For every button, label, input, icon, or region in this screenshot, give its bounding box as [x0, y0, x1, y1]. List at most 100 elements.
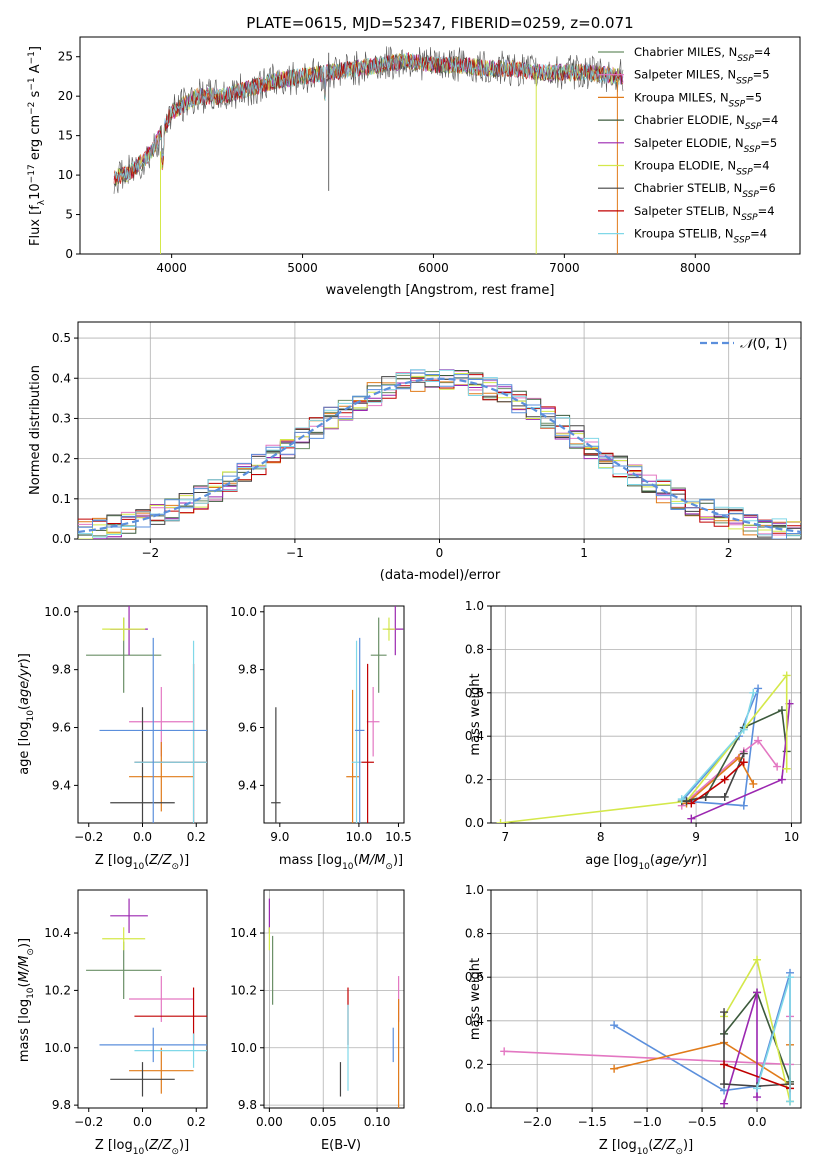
label-part: 10 [28, 183, 43, 200]
weight-marker [496, 819, 505, 823]
x-tick-label: 0.05 [310, 1115, 337, 1129]
spectrum-frame [79, 36, 801, 255]
label-part: ( [648, 1138, 653, 1153]
y-tick-label: 9.4 [52, 778, 71, 792]
y-tick-label: 10 [58, 168, 73, 182]
legend-entry: Kroupa MILES, NSSP=5 [634, 90, 762, 109]
y-tick-label: 10.2 [44, 983, 71, 997]
label-part: SSP [737, 54, 754, 64]
label-part: A [28, 64, 43, 77]
y-axis-label: mass weight [468, 673, 483, 755]
label-part: )] [17, 653, 32, 663]
z_vs_mass-points [86, 898, 207, 1097]
label-part: ( [144, 1138, 149, 1153]
label-part: ⊙ [26, 948, 36, 956]
legend-entry: Kroupa STELIB, NSSP=4 [634, 227, 767, 246]
label-part: ( [17, 705, 32, 710]
x-tick-label: −0.2 [74, 1115, 103, 1129]
y-axis-label: mass [log10(M/M⊙)] [17, 938, 36, 1062]
weight-marker [782, 671, 791, 680]
label-part: SSP [744, 145, 761, 155]
weight-marker [720, 1060, 729, 1069]
label-part: 10 [26, 987, 36, 999]
label-part: age [log [17, 722, 32, 775]
x-tick-label: 0.2 [187, 1115, 206, 1129]
y-tick-label: 15 [58, 129, 73, 143]
residuals-axes: −2 −1 0 1 2 0.0 0.1 0.2 0.3 0.4 0.5 [52, 321, 802, 560]
label-part: )] [179, 853, 189, 868]
weight-marker [753, 988, 762, 997]
label-part: −1 [27, 51, 37, 64]
y-tick-label: 0.8 [465, 927, 484, 941]
weight-marker [754, 684, 763, 693]
y-tick-label: 10.4 [44, 926, 71, 940]
label-part: 10 [638, 862, 650, 872]
y-tick-label: 0.3 [52, 411, 71, 425]
x-tick-label: 1 [580, 546, 588, 560]
label-part: =4 [754, 45, 771, 59]
x-tick-label: 4000 [156, 261, 187, 275]
z_vs_weight-lines [500, 955, 795, 1108]
y-tick-label: 10.2 [230, 983, 257, 997]
y-tick-label: 0.1 [52, 492, 71, 506]
weight-marker [773, 762, 782, 771]
x-tick-label: 6000 [418, 261, 449, 275]
legend-entry: Chabrier ELODIE, NSSP=4 [634, 113, 778, 132]
x-tick-label: 0.0 [747, 1115, 766, 1129]
x-tick-label: 2 [725, 546, 733, 560]
y-axis-label-text: Flux [fλ10−17 erg cm−2 s−1 A−1] [27, 46, 47, 246]
ebv_vs_mass-points [268, 898, 400, 1108]
label-part: s [28, 90, 43, 101]
mass_vs_age-frame [263, 605, 405, 824]
label-part: ⊙ [675, 1147, 683, 1157]
label-part: SSP [736, 77, 753, 87]
histogram-series [78, 372, 801, 539]
weight-series-line [681, 739, 778, 807]
legend-entry: Chabrier MILES, NSSP=4 [634, 45, 771, 64]
normal-curve [78, 377, 801, 534]
x-axis-label: E(B-V) [321, 1138, 361, 1153]
x-tick-label: 0.10 [364, 1115, 391, 1129]
label-part: )] [17, 938, 32, 948]
weight-marker [687, 799, 696, 808]
legend-entry: Salpeter STELIB, NSSP=4 [634, 204, 775, 223]
label-part: Flux [f [28, 205, 43, 246]
x-axis-label: mass [log10(M/M⊙)] [279, 853, 403, 872]
label-part: mass [log [279, 853, 342, 868]
x-tick-label: −0.5 [687, 1115, 716, 1129]
label-part: =6 [759, 181, 776, 195]
x-tick-label: 7000 [549, 261, 580, 275]
z_vs_age-axes: −0.2 0.0 0.2 9.4 9.6 9.8 10.0 [44, 605, 208, 844]
y-tick-label: 10.0 [230, 605, 257, 619]
label-part: =5 [745, 90, 762, 104]
y-tick-label: 0.6 [465, 686, 484, 700]
y-tick-label: 9.8 [238, 663, 257, 677]
age_vs_weight-axes: 7 8 9 10 0.0 0.2 0.4 0.6 0.8 1.0 [465, 599, 802, 844]
ebv_vs_mass-frame [263, 889, 405, 1109]
label-part: −17 [27, 164, 37, 183]
y-axis-label-text: age [log10(age/yr)] [17, 653, 36, 775]
x-tick-label: 9.0 [270, 830, 289, 844]
y-tick-label: 0.0 [465, 1101, 484, 1115]
label-part: SSP [736, 168, 753, 178]
age_vs_weight-frame [490, 605, 802, 824]
label-part: Chabrier STELIB, N [634, 181, 742, 195]
label-part: ⊙ [385, 862, 393, 872]
y-axis-label: age [log10(age/yr)] [17, 653, 36, 775]
label-part: Kroupa STELIB, N [634, 227, 734, 241]
y-tick-label: 10.0 [230, 1041, 257, 1055]
label-part: 10 [133, 862, 145, 872]
weight-marker [753, 955, 762, 964]
label-part: Salpeter ELODIE, N [634, 136, 744, 150]
x-axis-label: wavelength [Angstrom, rest frame] [326, 283, 555, 298]
label-part: Z [log [95, 853, 133, 868]
weight-marker [720, 1099, 729, 1108]
z_vs_weight-axes: −2.0 −1.5 −1.0 −0.5 0.0 0.0 0.2 0.4 0.6 0.8 1.0 [465, 883, 802, 1129]
weight-series-line [681, 688, 759, 807]
x-tick-label: 0.2 [187, 830, 206, 844]
y-tick-label: 1.0 [465, 599, 484, 613]
ebv_vs_mass-axes: 0.00 0.05 0.10 9.8 10.0 10.2 10.4 [230, 889, 405, 1129]
y-tick-label: 0.0 [52, 532, 71, 546]
weight-marker [682, 797, 691, 806]
